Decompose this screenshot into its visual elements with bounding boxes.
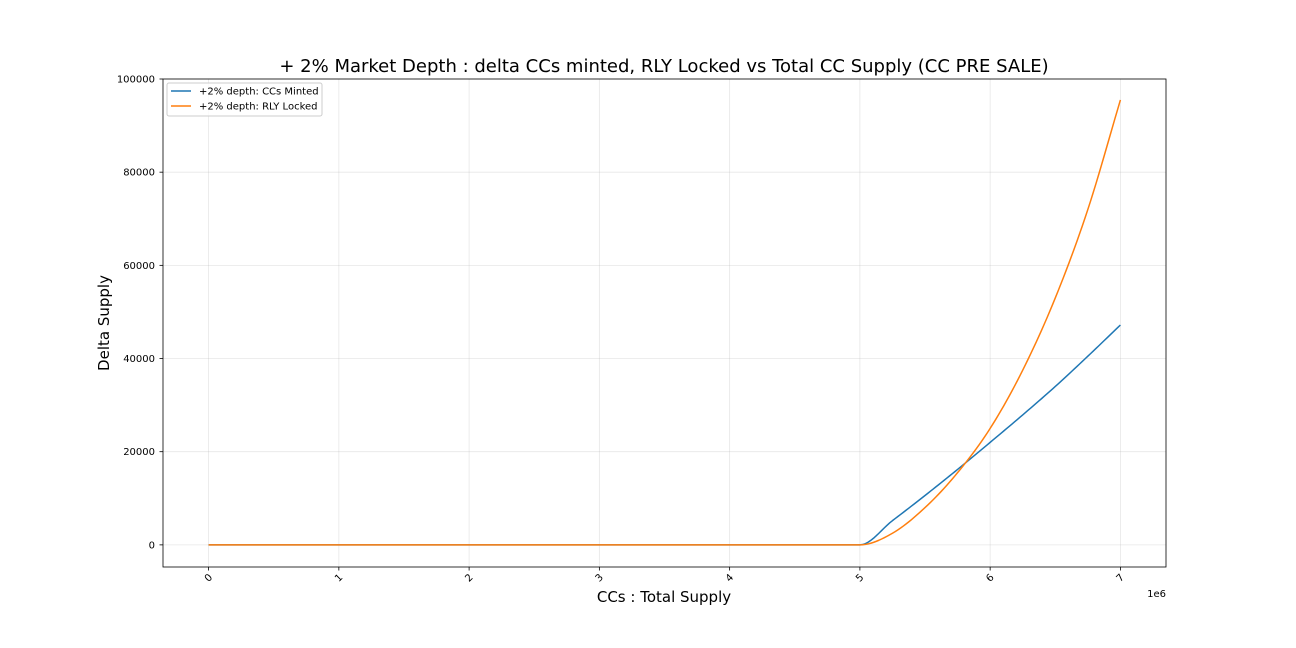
series-lines: [208, 99, 1122, 546]
legend-box: [166, 82, 323, 117]
series-line-2: [208, 99, 1122, 546]
x-axis-offset-label: 1e6: [1147, 589, 1166, 600]
legend-label-2: +2% depth: RLY Locked: [199, 102, 318, 113]
y-tick-label: 80000: [123, 168, 155, 179]
legend-label-1: +2% depth: CCs Minted: [199, 87, 319, 98]
legend: +2% depth: CCs Minted +2% depth: RLY Lock…: [166, 82, 323, 117]
chart-title: + 2% Market Depth : delta CCs minted, RL…: [279, 56, 1048, 77]
y-tick-label: 20000: [123, 447, 155, 458]
y-tick-label: 0: [149, 540, 155, 551]
y-tick-label: 40000: [123, 354, 155, 365]
x-axis-title: CCs : Total Supply: [597, 588, 731, 606]
plot-frame: [162, 78, 1167, 568]
y-axis-title: Delta Supply: [95, 275, 113, 371]
y-tick-label: 100000: [117, 75, 155, 86]
y-tick-label: 60000: [123, 261, 155, 272]
y-axis-ticks: 0 20000 40000 60000 80000 100000: [117, 75, 163, 551]
